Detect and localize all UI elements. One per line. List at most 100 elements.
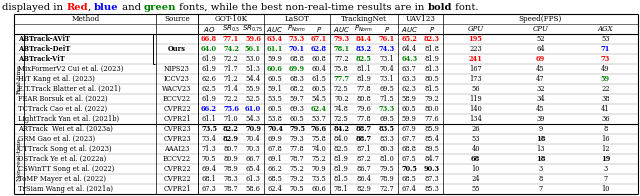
Text: 61.9: 61.9 [202,65,216,73]
Text: 55: 55 [471,185,480,193]
Text: 86.7: 86.7 [356,165,371,173]
Text: 22: 22 [601,85,610,93]
Text: 60.5: 60.5 [268,105,282,113]
Text: 69.9: 69.9 [289,65,305,73]
Text: 81.8: 81.8 [424,45,439,53]
Text: AAAI23: AAAI23 [164,145,189,153]
Text: 34: 34 [536,95,545,103]
Text: 79.6: 79.6 [356,105,371,113]
Text: Method: Method [72,15,100,23]
Text: 77.6: 77.6 [424,115,439,123]
Text: TCTrack Cao et al. (2022): TCTrack Cao et al. (2022) [18,105,107,113]
Text: 72.5: 72.5 [334,115,349,123]
Text: 59.1: 59.1 [268,85,282,93]
Text: 60.4: 60.4 [312,65,326,73]
Text: 81.9: 81.9 [424,55,439,63]
Text: 67.4: 67.4 [402,185,417,193]
Text: 71: 71 [601,45,610,53]
Text: 88.7: 88.7 [356,125,372,133]
Text: 84.4: 84.4 [356,35,372,43]
Text: 83.3: 83.3 [380,135,394,143]
Text: 79.5: 79.5 [289,125,305,133]
Text: 77.8: 77.8 [290,145,304,153]
Text: 78.3: 78.3 [223,175,238,183]
Text: 66.7: 66.7 [246,155,260,163]
Text: 19: 19 [601,155,610,163]
Text: 18: 18 [536,155,545,163]
Text: 53: 53 [471,135,480,143]
Text: 79.2: 79.2 [290,175,305,183]
Text: FEAR Borsuk et al. (2022): FEAR Borsuk et al. (2022) [18,95,108,103]
Text: 64.4: 64.4 [402,45,417,53]
Text: 60.5: 60.5 [268,75,282,83]
Text: 59.9: 59.9 [268,55,282,63]
Text: 80.5: 80.5 [424,75,439,83]
Text: 74.3: 74.3 [379,45,395,53]
Text: 70.5: 70.5 [202,155,216,163]
Text: ECCV22: ECCV22 [163,155,191,163]
Text: Real-time: Real-time [17,64,22,94]
Text: $P$: $P$ [383,24,390,34]
Text: LightTrack Yan et al. (2021b): LightTrack Yan et al. (2021b) [18,115,119,123]
Text: 71.2: 71.2 [223,75,238,83]
Text: ABTrack-AViT: ABTrack-AViT [18,35,70,43]
Text: 60.5: 60.5 [290,115,305,123]
Text: $AUC$: $AUC$ [266,24,284,34]
Text: 63.4: 63.4 [267,35,283,43]
Text: 89.5: 89.5 [424,145,439,153]
Text: 67.9: 67.9 [402,125,417,133]
Text: 62.6: 62.6 [202,75,216,83]
Text: 86.4: 86.4 [356,175,371,183]
Text: 55.9: 55.9 [246,85,260,93]
Text: 73: 73 [601,55,610,63]
Text: 75.2: 75.2 [312,155,326,163]
Text: MixFormerV2 Cui et al. (2023): MixFormerV2 Cui et al. (2023) [18,65,124,73]
Text: ABTrack-ViT: ABTrack-ViT [18,55,65,63]
Text: 80.0: 80.0 [424,105,439,113]
Text: 63.3: 63.3 [402,75,417,83]
Text: CVPR23: CVPR23 [163,135,191,143]
Text: 52: 52 [536,35,545,43]
Text: 56.1: 56.1 [245,45,261,53]
Text: 53.8: 53.8 [268,115,282,123]
Text: 67.8: 67.8 [268,145,282,153]
Text: ICCV23: ICCV23 [164,75,190,83]
Text: UAV123: UAV123 [406,15,435,23]
Text: Red: Red [66,3,88,12]
Text: 70.3: 70.3 [246,145,260,153]
Text: 54.4: 54.4 [245,75,260,83]
Text: 77.8: 77.8 [356,85,371,93]
Text: 81.5: 81.5 [334,175,349,183]
Text: 61.9: 61.9 [202,95,216,103]
Text: 81.1: 81.1 [356,65,371,73]
Text: CVPR22: CVPR22 [163,105,191,113]
Text: 75.8: 75.8 [334,65,349,73]
Text: 70.1: 70.1 [289,45,305,53]
Text: 66.2: 66.2 [201,105,217,113]
Text: $P$: $P$ [316,24,322,34]
Text: 68.8: 68.8 [402,145,417,153]
Text: 241: 241 [468,55,483,63]
Text: 47: 47 [536,75,545,83]
Text: 62.4: 62.4 [268,185,282,193]
Text: 73.1: 73.1 [380,55,394,63]
Text: 69.1: 69.1 [268,155,282,163]
Text: 73.1: 73.1 [380,75,394,83]
Text: CVPR22: CVPR22 [163,175,191,183]
Text: 68.5: 68.5 [402,175,417,183]
Text: 26: 26 [471,125,480,133]
Text: LaSOT: LaSOT [285,15,309,23]
Text: 38: 38 [601,95,610,103]
Text: 58.6: 58.6 [246,185,260,193]
Text: 69: 69 [536,55,545,63]
Text: 80.7: 80.7 [224,145,238,153]
Text: 70.5: 70.5 [401,165,417,173]
Text: CVPR23: CVPR23 [163,125,191,133]
Text: 63.7: 63.7 [402,65,417,73]
Text: E.T.Track Blatter et al. (2021): E.T.Track Blatter et al. (2021) [18,85,121,93]
Text: 3: 3 [604,165,607,173]
Text: 82.2: 82.2 [223,125,239,133]
Text: 87.1: 87.1 [356,145,371,153]
Text: 70.4: 70.4 [380,65,394,73]
Text: 81.9: 81.9 [334,165,349,173]
